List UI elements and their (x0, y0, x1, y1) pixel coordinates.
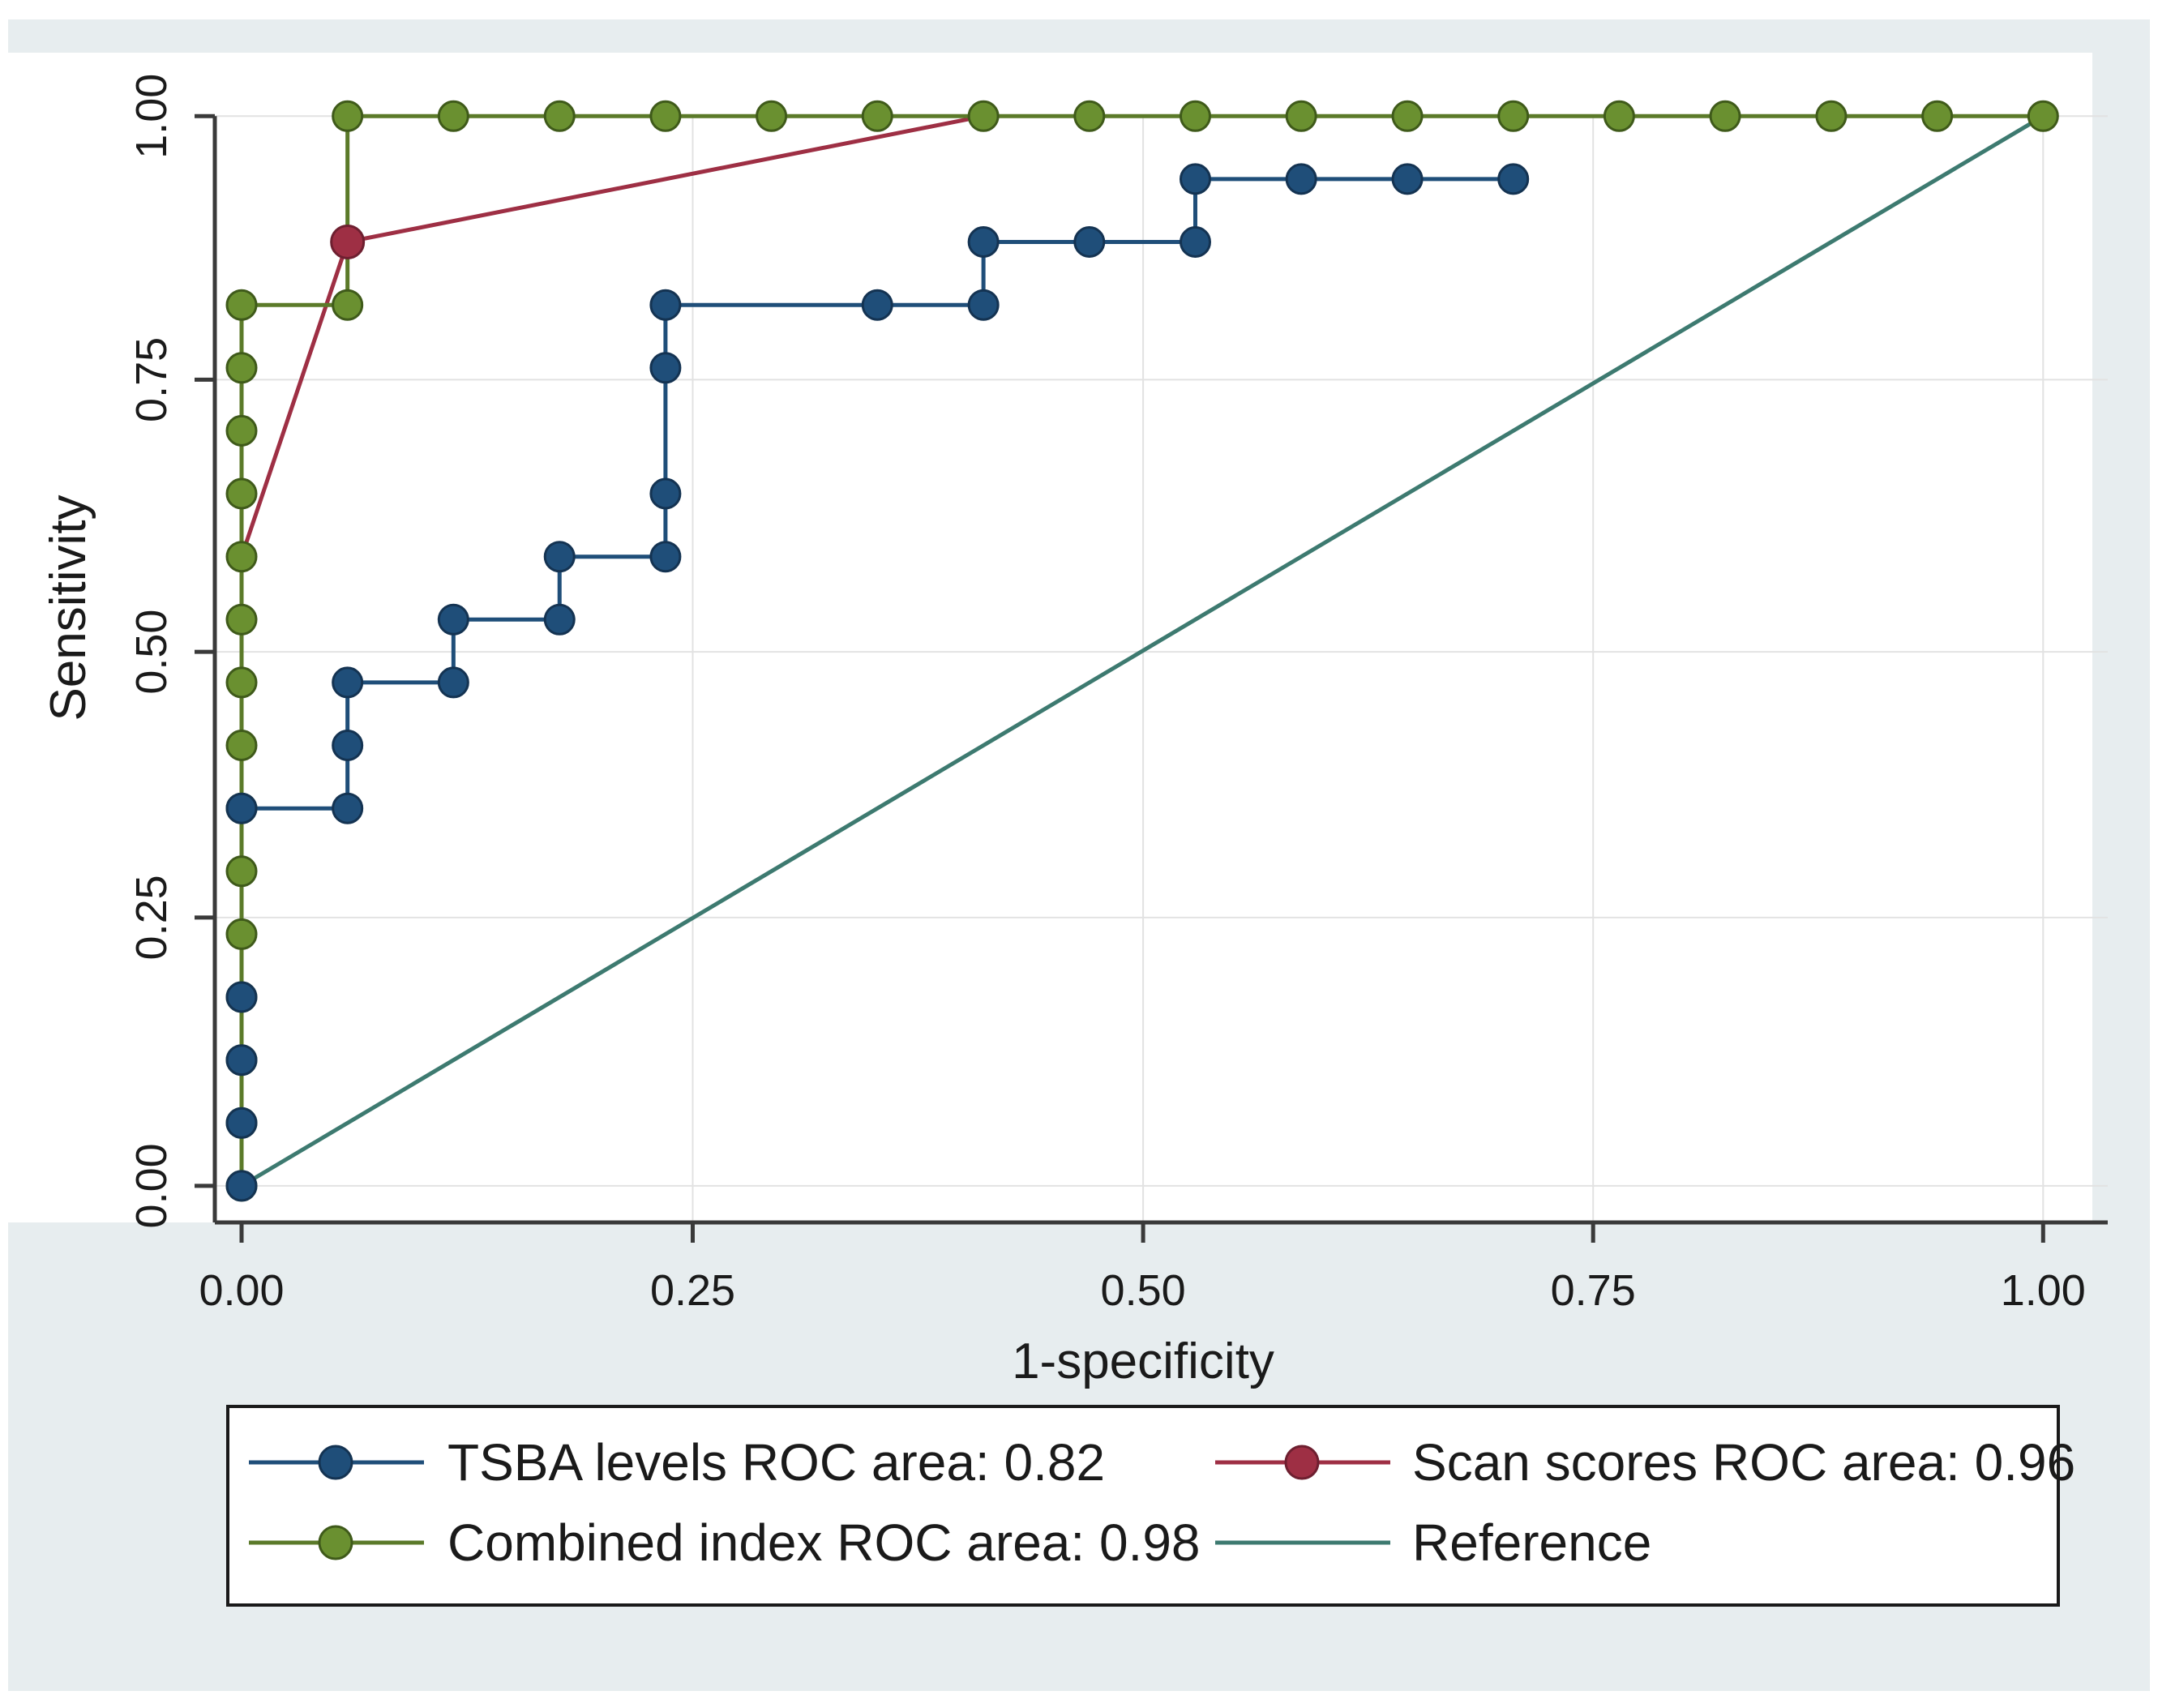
svg-text:Combined index ROC area: 0.98: Combined index ROC area: 0.98 (447, 1513, 1201, 1572)
svg-text:Sensitivity: Sensitivity (41, 494, 96, 721)
svg-text:0.75: 0.75 (127, 337, 176, 422)
svg-text:1-specificity: 1-specificity (1012, 1333, 1274, 1389)
svg-text:0.25: 0.25 (650, 1266, 735, 1315)
svg-text:1.00: 1.00 (2001, 1266, 2086, 1315)
svg-text:0.00: 0.00 (199, 1266, 284, 1315)
svg-text:0.75: 0.75 (1551, 1266, 1636, 1315)
svg-text:0.00: 0.00 (127, 1143, 176, 1228)
svg-text:0.50: 0.50 (127, 610, 176, 695)
svg-text:1.00: 1.00 (127, 74, 176, 159)
svg-text:TSBA levels ROC area: 0.82: TSBA levels ROC area: 0.82 (447, 1433, 1105, 1492)
svg-text:0.50: 0.50 (1101, 1266, 1186, 1315)
svg-text:Reference: Reference (1412, 1513, 1651, 1572)
svg-text:0.25: 0.25 (127, 875, 176, 960)
svg-text:Scan scores ROC area: 0.96: Scan scores ROC area: 0.96 (1412, 1433, 2075, 1492)
